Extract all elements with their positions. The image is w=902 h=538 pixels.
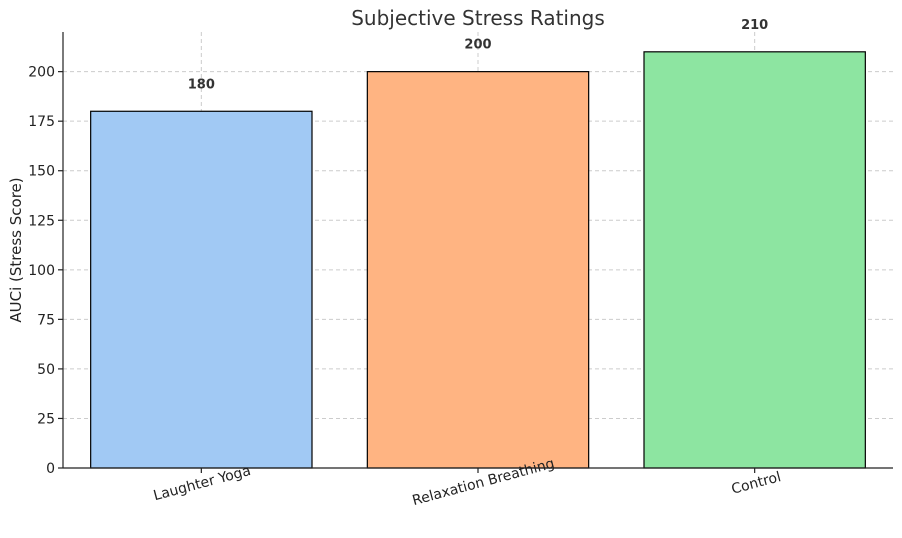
y-tick-label-0: 0 (46, 461, 55, 477)
data-label-1: 200 (464, 38, 491, 53)
bar-1 (366, 71, 590, 469)
data-labels: 180 200 210 (188, 18, 768, 92)
x-tick-label-0: Laughter Yoga (152, 463, 253, 504)
y-tick-label-4: 100 (28, 263, 55, 279)
y-tick-label-6: 150 (28, 164, 55, 180)
y-tick-label-8: 200 (28, 65, 55, 81)
x-tick-label-2: Control (730, 469, 783, 498)
data-label-0: 180 (188, 77, 215, 92)
data-label-2: 210 (741, 18, 768, 33)
y-tick-label-1: 25 (37, 411, 55, 427)
y-ticks: 0 25 50 75 100 125 150 175 200 (28, 65, 63, 477)
y-tick-label-2: 50 (37, 362, 55, 378)
y-tick-label-3: 75 (37, 312, 55, 328)
y-tick-label-5: 125 (28, 213, 55, 229)
bar-2 (643, 51, 866, 469)
y-axis-label: AUCi (Stress Score) (7, 177, 25, 322)
chart-title: Subjective Stress Ratings (351, 6, 605, 30)
bar-0 (90, 110, 313, 469)
bars (90, 51, 866, 469)
y-tick-label-7: 175 (28, 114, 55, 130)
